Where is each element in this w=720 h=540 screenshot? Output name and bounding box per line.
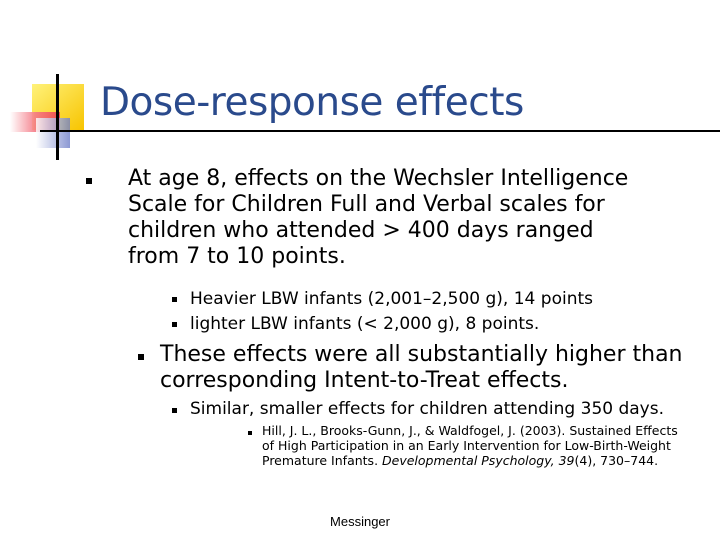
citation-text-part: (4), 730–744. bbox=[574, 453, 659, 468]
bullet-text: These effects were all substantially hig… bbox=[160, 342, 683, 394]
logo-vertical-line bbox=[56, 74, 59, 160]
slide-title: Dose-response effects bbox=[100, 80, 524, 125]
bullet-line: from 7 to 10 points. bbox=[128, 243, 346, 269]
bullet-text: At age 8, effects on the Wechsler Intell… bbox=[128, 166, 628, 270]
sub-bullet-marker bbox=[172, 297, 177, 302]
bullet-marker bbox=[86, 178, 92, 184]
logo-blue-square bbox=[36, 118, 70, 148]
sub-bullet-text: Similar, smaller effects for children at… bbox=[190, 399, 665, 419]
bullet-line: At age 8, effects on the Wechsler Intell… bbox=[128, 166, 629, 191]
bullet-line: children who attended > 400 days ranged bbox=[128, 217, 594, 243]
slide-footer: Messinger bbox=[330, 514, 390, 529]
citation-text-part: Premature Infants. bbox=[262, 453, 383, 468]
citation-line: Hill, J. L., Brooks-Gunn, J., & Waldfoge… bbox=[262, 423, 678, 438]
bullet-marker bbox=[138, 354, 144, 360]
sub-bullet-text: lighter LBW infants (< 2,000 g), 8 point… bbox=[190, 314, 540, 334]
decorative-logo bbox=[10, 74, 84, 160]
citation-line: Premature Infants. Developmental Psychol… bbox=[262, 453, 678, 468]
citation-line: of High Participation in an Early Interv… bbox=[262, 438, 671, 453]
sub-bullet-text: Heavier LBW infants (2,001–2,500 g), 14 … bbox=[190, 289, 593, 309]
sub-bullet-marker bbox=[172, 322, 177, 327]
title-rule bbox=[40, 130, 720, 132]
bullet-line: Scale for Children Full and Verbal scale… bbox=[128, 191, 605, 217]
citation-journal: Developmental Psychology, 39 bbox=[382, 453, 575, 468]
sub-bullet-marker bbox=[172, 408, 177, 413]
sub-sub-bullet-marker bbox=[248, 431, 252, 435]
citation-text: Hill, J. L., Brooks-Gunn, J., & Waldfoge… bbox=[262, 423, 678, 468]
bullet-line: corresponding Intent-to-Treat effects. bbox=[160, 367, 569, 393]
bullet-line: These effects were all substantially hig… bbox=[160, 342, 683, 367]
